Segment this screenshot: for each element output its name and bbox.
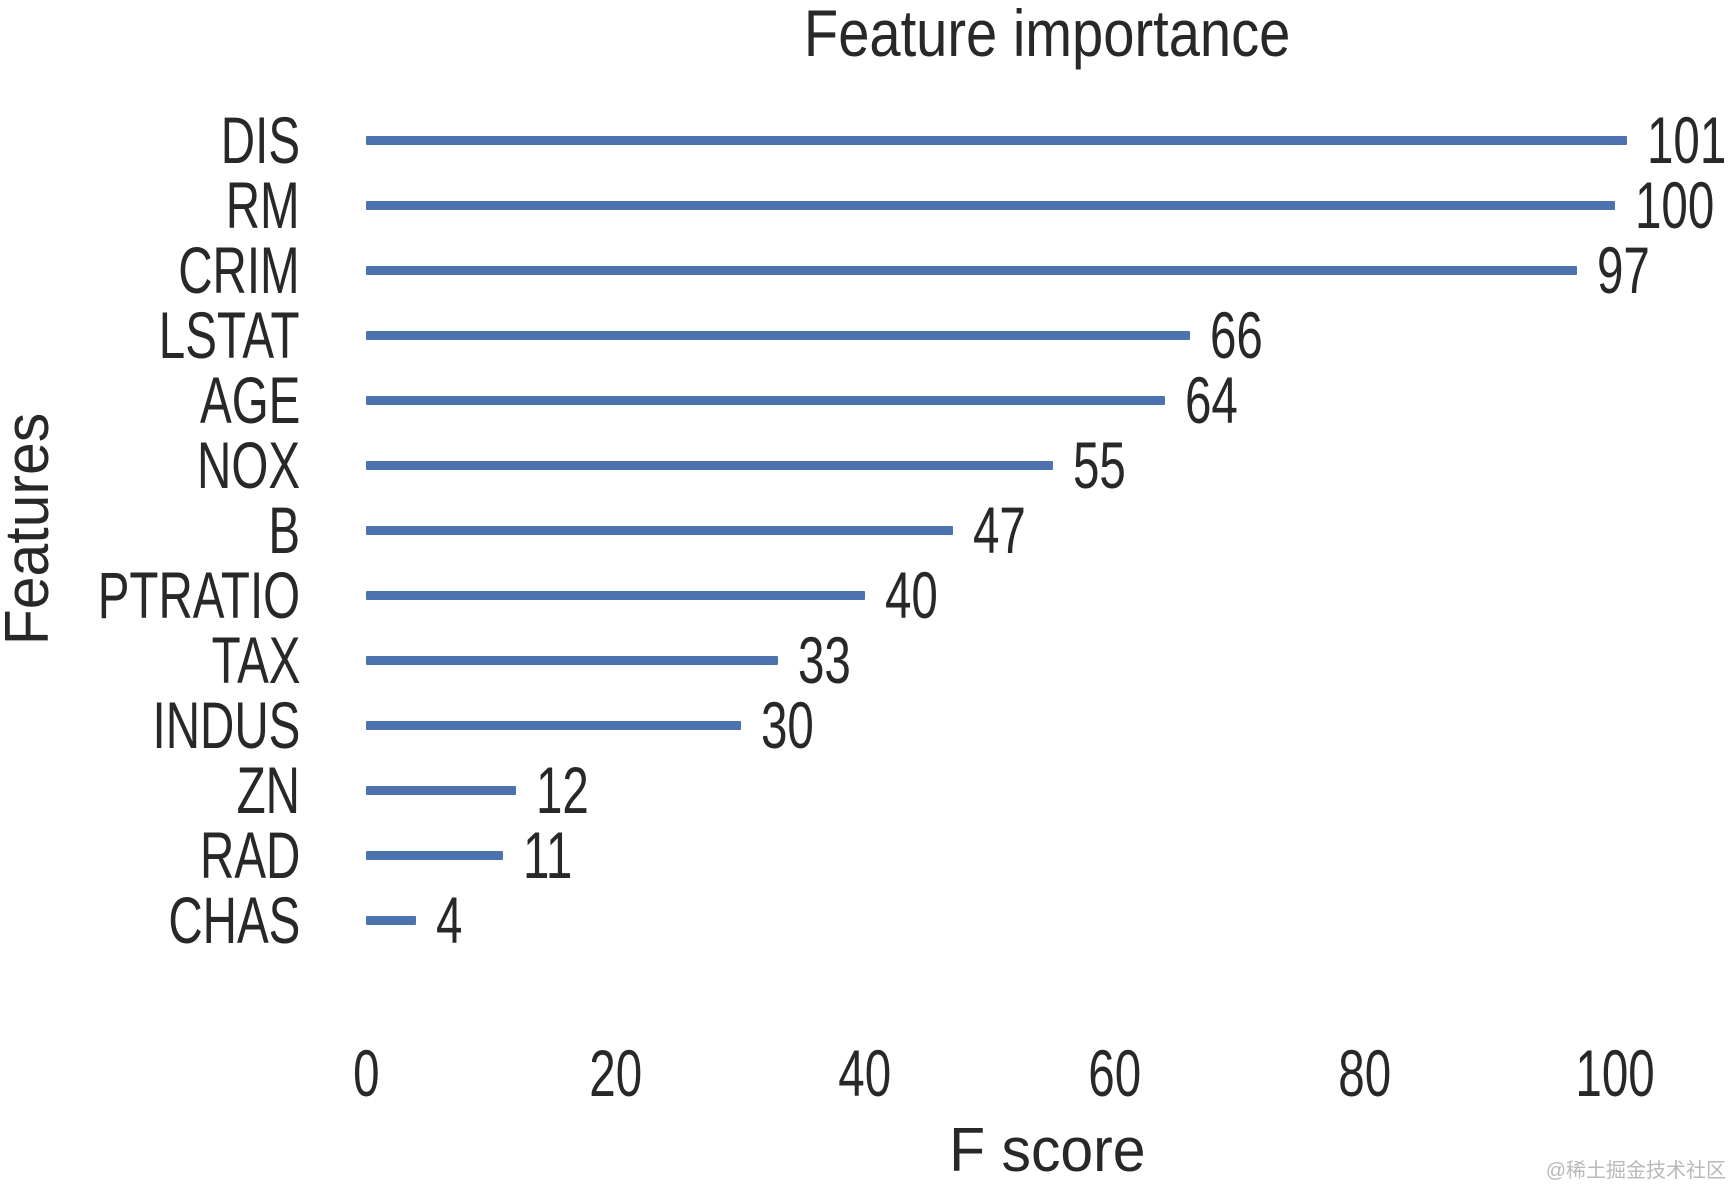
category-label-nox: NOX [0,430,300,500]
category-label-rm: RM [0,170,300,240]
value-label-indus: 30 [761,690,834,760]
bar-rad [366,850,503,860]
x-tick-label-20: 20 [516,1038,716,1108]
value-label-zn: 12 [536,755,609,825]
bar-age [366,395,1165,405]
bar-dis [366,135,1627,145]
bar-chas [366,915,416,925]
x-tick-label-text: 20 [589,1036,643,1110]
category-label-zn: ZN [0,755,300,825]
value-label-text: 33 [798,623,851,697]
category-label-text: TAX [211,623,300,697]
x-tick-label-60: 60 [1015,1038,1215,1108]
x-tick-label-80: 80 [1265,1038,1465,1108]
value-label-b: 47 [973,495,1046,565]
bar-indus [366,720,741,730]
bar-tax [366,655,778,665]
value-label-text: 66 [1210,298,1263,372]
category-label-ptratio: PTRATIO [0,560,300,630]
value-label-text: 97 [1597,233,1650,307]
x-tick-label-100: 100 [1515,1038,1715,1108]
category-label-text: NOX [197,428,300,502]
bar-b [366,525,953,535]
x-tick-label-text: 80 [1338,1036,1392,1110]
x-tick-label-0: 0 [266,1038,466,1108]
category-label-crim: CRIM [0,235,300,305]
value-label-rad: 11 [523,820,592,890]
value-label-lstat: 66 [1210,300,1283,370]
category-label-age: AGE [0,365,300,435]
bar-crim [366,265,1577,275]
category-label-lstat: LSTAT [0,300,300,370]
value-label-text: 100 [1635,168,1715,242]
value-label-ptratio: 40 [885,560,958,630]
category-label-text: ZN [236,753,300,827]
value-label-text: 11 [523,818,573,892]
value-label-nox: 55 [1073,430,1146,500]
x-axis-label: F score [366,1116,1728,1186]
category-label-text: AGE [199,363,300,437]
x-tick-label-text: 60 [1088,1036,1142,1110]
bar-nox [366,460,1053,470]
category-label-text: DIS [220,103,300,177]
category-label-text: B [268,493,300,567]
category-label-text: RM [226,168,300,242]
value-label-text: 12 [536,753,589,827]
value-label-text: 47 [973,493,1026,567]
chart-title-text: Feature importance [803,0,1291,70]
watermark: @稀土掘金技术社区 [1545,1160,1726,1182]
value-label-tax: 33 [798,625,871,695]
value-label-age: 64 [1185,365,1258,435]
x-axis-label-text: F score [948,1116,1146,1185]
value-label-text: 4 [436,883,463,957]
bar-ptratio [366,590,865,600]
chart-title: Feature importance [366,0,1728,72]
value-label-rm: 100 [1635,170,1728,240]
category-label-text: CHAS [167,883,300,957]
value-label-text: 55 [1073,428,1126,502]
category-label-text: LSTAT [159,298,300,372]
bar-lstat [366,330,1190,340]
category-label-b: B [0,495,300,565]
value-label-text: 64 [1185,363,1238,437]
value-label-text: 40 [885,558,938,632]
x-tick-label-text: 100 [1575,1036,1655,1110]
category-label-dis: DIS [0,105,300,175]
category-label-chas: CHAS [0,885,300,955]
category-label-text: RAD [199,818,300,892]
value-label-dis: 101 [1647,105,1728,175]
x-tick-label-40: 40 [765,1038,965,1108]
value-label-crim: 97 [1597,235,1670,305]
value-label-text: 101 [1647,103,1727,177]
category-label-tax: TAX [0,625,300,695]
value-label-text: 30 [761,688,814,762]
value-label-chas: 4 [436,885,473,955]
category-label-rad: RAD [0,820,300,890]
x-tick-label-text: 40 [838,1036,892,1110]
x-tick-label-text: 0 [352,1036,380,1110]
category-label-text: PTRATIO [97,558,300,632]
category-label-indus: INDUS [0,690,300,760]
bar-zn [366,785,516,795]
category-label-text: INDUS [152,688,300,762]
bar-rm [366,200,1615,210]
category-label-text: CRIM [178,233,300,307]
